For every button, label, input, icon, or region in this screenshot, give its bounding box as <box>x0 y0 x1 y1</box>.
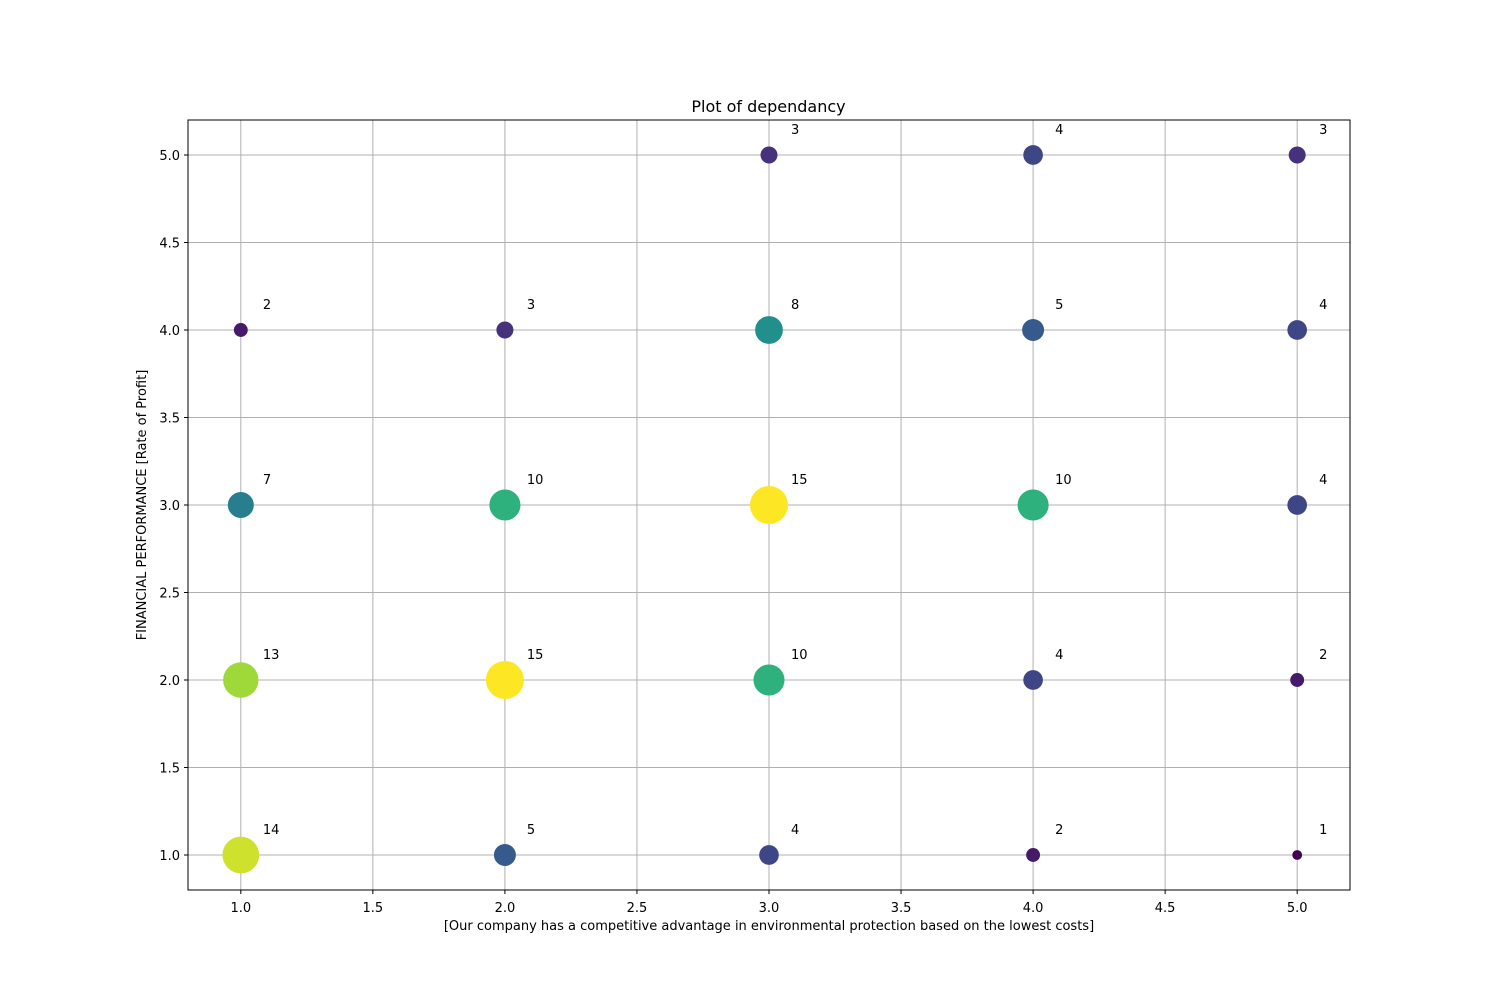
x-axis-label: [Our company has a competitive advantage… <box>444 919 1094 934</box>
point-count-label: 4 <box>1319 473 1327 488</box>
point-count-label: 10 <box>1055 473 1072 488</box>
point-count-label: 13 <box>263 648 280 663</box>
point-count-label: 15 <box>527 648 544 663</box>
data-point <box>760 146 778 164</box>
point-count-label: 14 <box>263 823 280 838</box>
point-count-label: 7 <box>263 473 271 488</box>
y-tick-label: 4.5 <box>159 237 180 252</box>
data-point <box>1288 146 1306 164</box>
x-tick-label: 4.5 <box>1155 901 1176 916</box>
point-count-label: 3 <box>527 298 535 313</box>
y-tick-label: 3.5 <box>159 412 180 427</box>
data-point <box>227 492 254 518</box>
data-point <box>749 485 789 525</box>
data-point <box>233 323 248 337</box>
x-tick-label: 1.0 <box>230 901 251 916</box>
point-count-label: 4 <box>1319 298 1327 313</box>
point-count-label: 3 <box>1319 123 1327 138</box>
point-count-label: 3 <box>791 123 799 138</box>
data-point <box>485 660 524 700</box>
data-point <box>1023 670 1043 690</box>
data-point <box>1292 850 1303 860</box>
point-count-label: 4 <box>1055 648 1063 663</box>
point-count-label: 1 <box>1319 823 1327 838</box>
data-point <box>493 844 516 866</box>
x-tick-label: 2.0 <box>495 901 516 916</box>
chart-title: Plot of dependancy <box>691 97 845 116</box>
point-count-label: 2 <box>1055 823 1063 838</box>
y-tick-label: 5.0 <box>159 149 180 164</box>
data-point <box>753 664 785 696</box>
data-point <box>489 489 521 521</box>
data-point <box>223 662 259 698</box>
data-point <box>1017 489 1049 521</box>
x-tick-label: 1.5 <box>363 901 384 916</box>
point-count-label: 4 <box>791 823 799 838</box>
axis-ticks: 1.0 1.5 2.0 2.5 3.0 3.5 4.0 4.5 5.0 1.0 1.5 2.0 2.5 3… <box>159 149 1307 916</box>
y-tick-label: 4.0 <box>159 324 180 339</box>
y-axis-label: FINANCIAL PERFORMANCE [Rate of Profit] <box>135 370 150 641</box>
x-tick-label: 2.5 <box>627 901 648 916</box>
point-count-label: 5 <box>1055 298 1063 313</box>
y-tick-label: 3.0 <box>159 499 180 514</box>
x-tick-label: 5.0 <box>1287 901 1308 916</box>
data-point <box>1026 848 1041 862</box>
point-count-label: 4 <box>1055 123 1063 138</box>
plot-frame <box>187 119 1351 891</box>
point-count-label: 10 <box>791 648 808 663</box>
data-point <box>1287 320 1308 340</box>
point-count-label: 15 <box>791 473 808 488</box>
y-tick-label: 2.0 <box>159 674 180 689</box>
x-tick-label: 3.5 <box>891 901 912 916</box>
y-tick-label: 1.5 <box>159 762 180 777</box>
data-point <box>496 321 514 339</box>
data-point <box>1022 319 1045 341</box>
x-tick-label: 4.0 <box>1023 901 1044 916</box>
data-points <box>222 145 1308 874</box>
data-point <box>1023 145 1043 165</box>
data-point <box>1290 673 1305 687</box>
point-count-label: 8 <box>791 298 799 313</box>
point-count-label: 2 <box>1319 648 1327 663</box>
point-count-label: 5 <box>527 823 535 838</box>
y-tick-label: 1.0 <box>159 849 180 864</box>
data-point <box>222 836 260 874</box>
data-point <box>759 845 779 865</box>
point-count-label: 2 <box>263 298 271 313</box>
x-tick-label: 3.0 <box>759 901 780 916</box>
data-point <box>755 316 783 344</box>
data-point <box>1287 495 1308 515</box>
y-tick-label: 2.5 <box>159 587 180 602</box>
point-count-label: 10 <box>527 473 544 488</box>
point-annotations: 14 13 7 2 5 15 10 3 4 10 15 8 3 2 4 10 5 4 1 2 4 4 3 <box>263 123 1328 838</box>
